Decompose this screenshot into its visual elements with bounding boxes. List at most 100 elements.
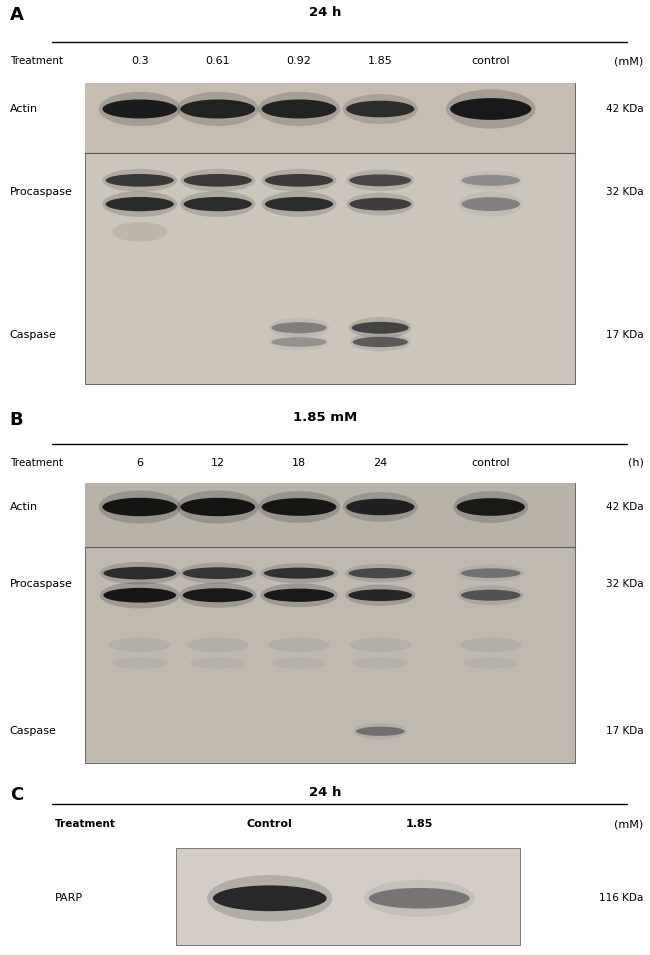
Ellipse shape — [346, 193, 414, 216]
Ellipse shape — [459, 170, 523, 190]
Text: Actin: Actin — [10, 502, 38, 512]
Ellipse shape — [258, 491, 340, 523]
Text: Procaspase: Procaspase — [10, 579, 73, 589]
Ellipse shape — [265, 174, 333, 186]
Ellipse shape — [350, 198, 411, 210]
Text: Procaspase: Procaspase — [10, 187, 73, 198]
Ellipse shape — [345, 563, 415, 583]
Ellipse shape — [450, 98, 532, 120]
Text: Control: Control — [247, 819, 292, 829]
Ellipse shape — [213, 885, 326, 911]
Ellipse shape — [183, 174, 252, 186]
Ellipse shape — [109, 638, 170, 652]
Ellipse shape — [179, 583, 256, 607]
Ellipse shape — [264, 588, 334, 602]
Ellipse shape — [105, 197, 174, 211]
Bar — [176, 848, 520, 944]
Ellipse shape — [461, 589, 521, 601]
Ellipse shape — [99, 562, 180, 584]
Ellipse shape — [180, 191, 255, 217]
Ellipse shape — [459, 192, 523, 217]
Ellipse shape — [103, 588, 176, 603]
Text: 32 KDa: 32 KDa — [606, 579, 644, 589]
Ellipse shape — [350, 638, 411, 652]
Ellipse shape — [112, 658, 168, 668]
Ellipse shape — [354, 723, 407, 739]
Ellipse shape — [190, 658, 246, 668]
Text: 42 KDa: 42 KDa — [606, 502, 644, 512]
Text: (mM): (mM) — [614, 819, 644, 829]
Text: 32 KDa: 32 KDa — [606, 187, 644, 198]
Text: A: A — [10, 6, 23, 24]
Text: 0.3: 0.3 — [131, 56, 149, 67]
Ellipse shape — [272, 337, 326, 347]
Text: 42 KDa: 42 KDa — [606, 104, 644, 114]
Ellipse shape — [268, 333, 330, 350]
Bar — [84, 483, 575, 547]
Ellipse shape — [181, 498, 255, 516]
Text: Actin: Actin — [10, 104, 38, 114]
Text: 24 h: 24 h — [309, 786, 341, 798]
Ellipse shape — [177, 92, 259, 126]
Text: 18: 18 — [292, 457, 306, 468]
Ellipse shape — [343, 94, 418, 124]
Ellipse shape — [261, 99, 337, 118]
Ellipse shape — [349, 317, 411, 338]
Ellipse shape — [261, 499, 337, 516]
Ellipse shape — [350, 332, 411, 351]
Text: 1.85: 1.85 — [368, 56, 393, 67]
Ellipse shape — [183, 588, 253, 603]
Ellipse shape — [346, 170, 414, 191]
Ellipse shape — [261, 584, 337, 607]
Ellipse shape — [180, 169, 255, 192]
Ellipse shape — [356, 727, 404, 736]
Text: 24: 24 — [373, 457, 387, 468]
Ellipse shape — [272, 322, 326, 333]
Ellipse shape — [103, 567, 176, 580]
Ellipse shape — [102, 169, 177, 192]
Ellipse shape — [261, 191, 337, 217]
Text: 24 h: 24 h — [309, 6, 341, 19]
Ellipse shape — [364, 880, 474, 917]
Text: Caspase: Caspase — [10, 329, 57, 340]
Text: 0.92: 0.92 — [287, 56, 311, 67]
Ellipse shape — [460, 638, 521, 652]
Ellipse shape — [99, 491, 181, 523]
Ellipse shape — [207, 875, 332, 922]
Ellipse shape — [458, 564, 524, 582]
Ellipse shape — [461, 568, 521, 578]
Ellipse shape — [261, 563, 337, 584]
Ellipse shape — [348, 568, 412, 579]
Ellipse shape — [458, 585, 524, 605]
Ellipse shape — [102, 191, 177, 217]
Text: 1.85 mM: 1.85 mM — [293, 412, 357, 424]
Ellipse shape — [112, 222, 168, 242]
Ellipse shape — [181, 99, 255, 118]
Ellipse shape — [103, 99, 177, 118]
Ellipse shape — [456, 499, 525, 516]
Ellipse shape — [346, 499, 415, 516]
Ellipse shape — [350, 175, 411, 186]
Text: 1.85: 1.85 — [406, 819, 433, 829]
Ellipse shape — [264, 567, 334, 579]
Bar — [84, 483, 575, 762]
Ellipse shape — [103, 498, 177, 516]
Text: B: B — [10, 412, 23, 430]
Ellipse shape — [462, 197, 520, 211]
Ellipse shape — [265, 197, 333, 211]
Text: 17 KDa: 17 KDa — [606, 329, 644, 340]
Text: 12: 12 — [211, 457, 225, 468]
Text: 116 KDa: 116 KDa — [599, 893, 644, 903]
Text: Treatment: Treatment — [55, 819, 116, 829]
Text: C: C — [10, 786, 23, 804]
Ellipse shape — [453, 491, 528, 523]
Ellipse shape — [179, 562, 256, 584]
Ellipse shape — [352, 658, 408, 668]
Text: Treatment: Treatment — [10, 457, 63, 468]
Ellipse shape — [343, 492, 418, 521]
Text: PARP: PARP — [55, 893, 83, 903]
Ellipse shape — [187, 638, 248, 652]
Ellipse shape — [258, 92, 340, 126]
Text: 17 KDa: 17 KDa — [606, 726, 644, 736]
Ellipse shape — [369, 888, 469, 908]
